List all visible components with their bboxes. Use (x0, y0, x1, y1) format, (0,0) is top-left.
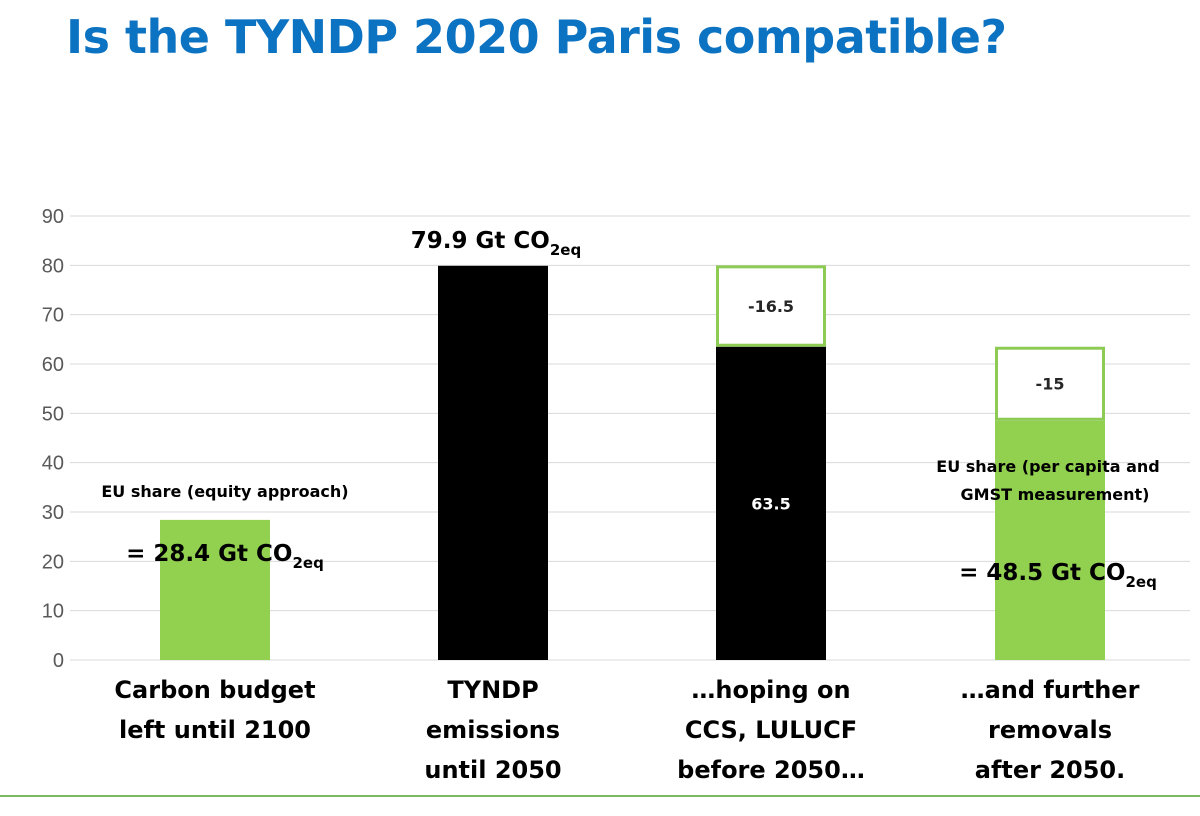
y-tick-label: 30 (42, 502, 64, 524)
x-category-label: Carbon budget (114, 676, 315, 704)
x-category-label: CCS, LULUCF (685, 716, 857, 744)
bar-data-label: 63.5 (751, 494, 790, 513)
y-tick-label: 50 (42, 403, 64, 425)
x-category-label: removals (988, 716, 1112, 744)
y-tick-label: 40 (42, 453, 64, 475)
bar-reduction (716, 265, 826, 347)
chart-title: Is the TYNDP 2020 Paris compatible? (66, 10, 1007, 64)
y-tick-label: 0 (53, 650, 64, 672)
annotation-text: EU share (per capita and (936, 457, 1159, 476)
annotation-text: GMST measurement) (961, 485, 1150, 504)
annotation-value: = 28.4 Gt CO2eq (126, 541, 324, 572)
x-category-label: …hoping on (691, 676, 850, 704)
y-tick-label: 90 (42, 206, 64, 228)
x-category-label: until 2050 (424, 756, 561, 784)
x-category-label: emissions (426, 716, 560, 744)
bar-data-label: -15 (1036, 375, 1065, 394)
x-category-label: …and further (961, 676, 1140, 704)
y-tick-label: 10 (42, 601, 64, 623)
y-tick-label: 60 (42, 354, 64, 376)
bar (995, 420, 1105, 660)
annotation-text: EU share (equity approach) (101, 482, 348, 501)
bar (438, 265, 548, 660)
bar (160, 519, 270, 660)
bar (716, 346, 826, 660)
annotation-value: = 48.5 Gt CO2eq (959, 560, 1157, 591)
x-category-label: left until 2100 (119, 716, 311, 744)
y-tick-label: 70 (42, 305, 64, 327)
x-category-label: before 2050… (677, 756, 865, 784)
bar-reduction (995, 346, 1105, 421)
x-category-label: after 2050. (975, 756, 1126, 784)
y-tick-label: 80 (42, 255, 64, 277)
y-tick-label: 20 (42, 551, 64, 573)
x-category-label: TYNDP (447, 676, 538, 704)
bottom-rule (0, 795, 1200, 797)
bar-data-label: -16.5 (748, 297, 794, 316)
annotation-value: 79.9 Gt CO2eq (411, 228, 581, 259)
